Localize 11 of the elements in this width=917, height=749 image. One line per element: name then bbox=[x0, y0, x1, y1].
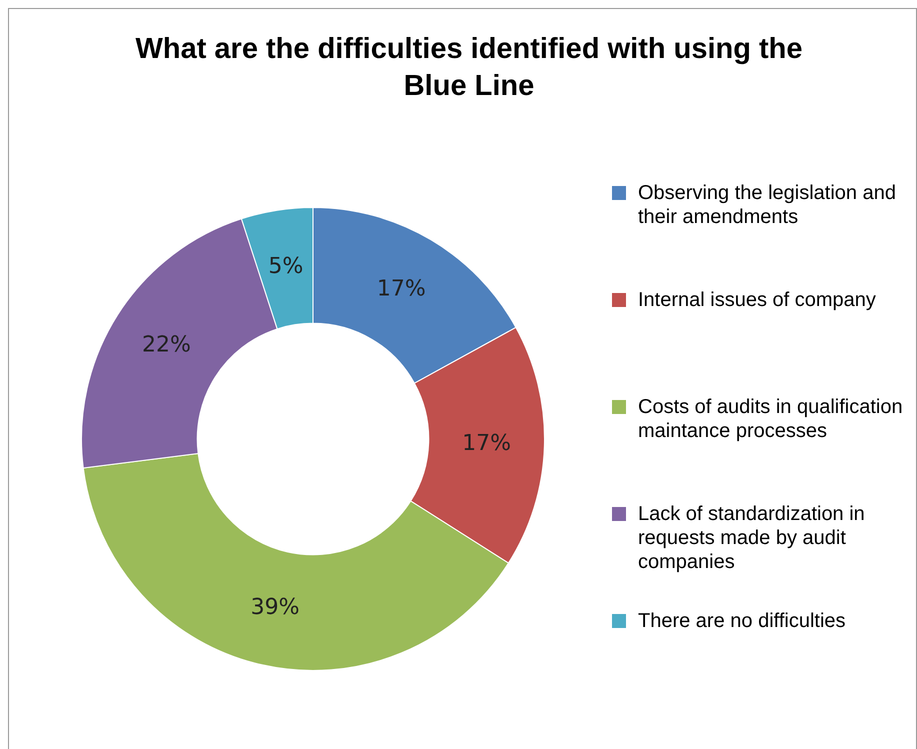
data-label: 17% bbox=[462, 431, 511, 456]
legend-label: Lack of standardization in requests made by audit companies bbox=[638, 502, 866, 574]
chart-title: What are the difficulties identified with using the Blue Line bbox=[134, 32, 804, 104]
data-label: 17% bbox=[376, 276, 426, 302]
legend-label: Observing the legislation and their amendments bbox=[638, 181, 897, 229]
data-label: 5% bbox=[268, 254, 304, 280]
legend-label: Costs of audits in qualification maintance processes bbox=[638, 395, 904, 443]
legend-label: There are no difficulties bbox=[638, 609, 847, 633]
legend-label: Internal issues of company bbox=[638, 288, 877, 312]
data-label: 22% bbox=[142, 332, 191, 358]
data-label: 39% bbox=[250, 595, 300, 620]
